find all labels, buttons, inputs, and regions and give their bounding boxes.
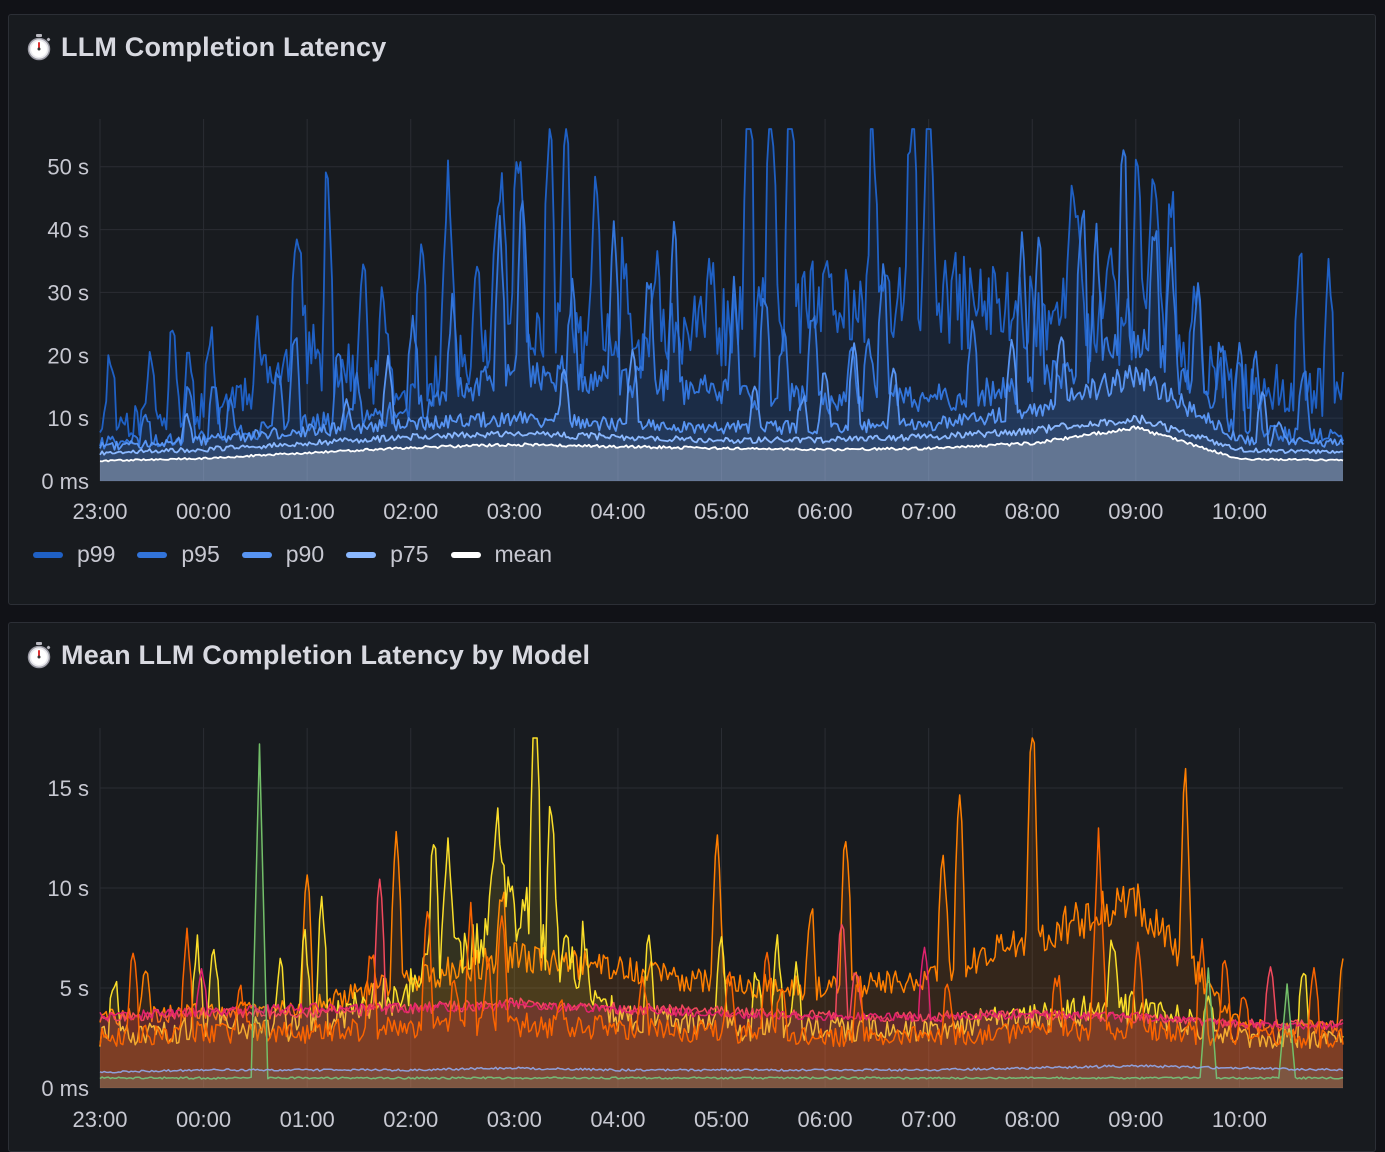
x-tick-label: 09:00 (1108, 499, 1163, 524)
legend-label: p75 (390, 541, 429, 567)
panel-header[interactable]: LLM Completion Latency (25, 29, 386, 65)
legend-label: p99 (77, 541, 116, 567)
stopwatch-icon (27, 34, 51, 61)
x-tick-label: 08:00 (1005, 1107, 1060, 1132)
series-line (99, 737, 1344, 1035)
series-area (100, 738, 1343, 1088)
x-tick-label: 23:00 (72, 1107, 127, 1132)
series-area (100, 1064, 1343, 1088)
series-area (100, 879, 1343, 1088)
x-tick-label: 23:00 (72, 499, 127, 524)
latency-chart[interactable]: 0 ms 10 s 20 s 30 s 40 s 50 s 23:00 00:00 01:00 0… (9, 15, 1376, 605)
panel-header[interactable]: Mean LLM Completion Latency by Model (25, 637, 590, 673)
series-line (99, 425, 1344, 463)
y-tick-label: 15 s (47, 776, 89, 801)
x-tick-label: 01:00 (280, 499, 335, 524)
x-tick-label: 04:00 (590, 499, 645, 524)
latency-panel: LLM Completion Latency 0 ms 10 s 20 s 30 s 4… (8, 14, 1376, 605)
x-tick-label: 06:00 (798, 1107, 853, 1132)
x-tick-label: 06:00 (798, 499, 853, 524)
legend-item-p95[interactable]: p95 (137, 541, 220, 568)
x-tick-label: 09:00 (1108, 1107, 1163, 1132)
latency-by-model-chart[interactable]: 0 ms 5 s 10 s 15 s 23:00 00:00 01:00 02:00 03:00… (9, 623, 1376, 1152)
x-tick-label: 02:00 (383, 499, 438, 524)
x-tick-label: 08:00 (1005, 499, 1060, 524)
y-tick-label: 20 s (47, 343, 89, 368)
x-tick-label: 03:00 (487, 499, 542, 524)
x-tick-label: 05:00 (694, 499, 749, 524)
series-area (100, 426, 1343, 481)
legend-item-p75[interactable]: p75 (346, 541, 429, 568)
series-area (100, 947, 1343, 1088)
x-tick-label: 10:00 (1212, 499, 1267, 524)
legend-item-mean[interactable]: mean (450, 541, 553, 568)
y-tick-label: 50 s (47, 155, 89, 180)
latency-by-model-panel: Mean LLM Completion Latency by Model 0 m… (8, 622, 1376, 1152)
legend-swatch (450, 551, 481, 558)
x-tick-label: 07:00 (901, 1107, 956, 1132)
y-tick-label: 40 s (47, 218, 89, 243)
stopwatch-icon (27, 642, 51, 669)
x-tick-label: 07:00 (901, 499, 956, 524)
series-area (100, 150, 1343, 481)
legend-swatch (33, 551, 63, 558)
series-area (100, 828, 1343, 1088)
series-line (99, 946, 1344, 1031)
series-line (99, 827, 1344, 1049)
series-line (99, 414, 1344, 456)
panel-title: Mean LLM Completion Latency by Model (61, 639, 591, 670)
y-tick-label: 0 ms (41, 469, 89, 494)
x-tick-label: 04:00 (590, 1107, 645, 1132)
series-line (99, 128, 1344, 438)
y-tick-label: 30 s (47, 280, 89, 305)
chart-legend: p99 p95 p90 p75 mean (33, 541, 552, 568)
y-tick-label: 0 ms (41, 1076, 89, 1101)
x-tick-label: 03:00 (487, 1107, 542, 1132)
y-tick-label: 10 s (47, 876, 89, 901)
legend-label: p95 (181, 541, 220, 567)
series-line (99, 878, 1344, 1030)
legend-item-p90[interactable]: p90 (241, 541, 325, 568)
legend-label: p90 (285, 541, 325, 567)
series-line (99, 1064, 1344, 1074)
panel-title: LLM Completion Latency (61, 31, 387, 62)
y-tick-label: 10 s (47, 406, 89, 431)
legend-label: mean (494, 541, 553, 567)
chart-grid (99, 728, 1343, 1089)
x-tick-label: 05:00 (694, 1107, 749, 1132)
x-tick-label: 01:00 (280, 1107, 335, 1132)
x-tick-label: 00:00 (176, 499, 231, 524)
legend-swatch (137, 551, 168, 558)
series-line (99, 743, 1344, 1080)
legend-swatch (346, 551, 377, 558)
y-tick-label: 5 s (60, 976, 89, 1001)
series-area (100, 738, 1343, 1088)
x-tick-label: 00:00 (176, 1107, 231, 1132)
x-tick-label: 02:00 (383, 1107, 438, 1132)
series-line (99, 336, 1344, 451)
x-tick-label: 10:00 (1212, 1107, 1267, 1132)
legend-item-p99[interactable]: p99 (33, 541, 115, 568)
legend-swatch (241, 551, 272, 558)
